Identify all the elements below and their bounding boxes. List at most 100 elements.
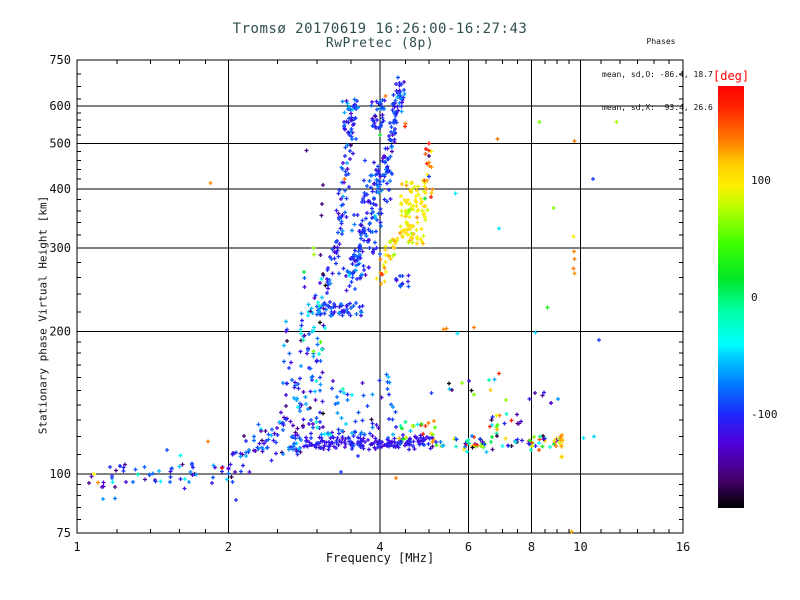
data-point xyxy=(339,302,343,306)
data-point xyxy=(297,436,302,440)
data-point xyxy=(312,296,317,300)
data-point xyxy=(340,313,345,318)
data-point xyxy=(340,232,344,236)
x-tick-label: 2 xyxy=(225,540,232,554)
data-point xyxy=(414,228,419,232)
data-point xyxy=(284,329,288,334)
data-point xyxy=(282,343,286,348)
data-point xyxy=(394,82,398,86)
data-point xyxy=(391,405,395,409)
data-point xyxy=(244,454,248,458)
data-point xyxy=(470,434,474,438)
data-point xyxy=(302,333,307,338)
data-point xyxy=(341,202,345,207)
data-point xyxy=(335,436,340,440)
data-point xyxy=(388,154,393,159)
data-point xyxy=(308,389,313,394)
data-point xyxy=(408,429,413,433)
data-point xyxy=(342,177,347,181)
data-point xyxy=(320,370,325,375)
data-point xyxy=(460,381,464,385)
data-point xyxy=(336,211,341,216)
data-point xyxy=(581,436,586,440)
data-point xyxy=(438,440,443,444)
data-point xyxy=(340,429,344,433)
data-point xyxy=(136,472,140,477)
data-point xyxy=(326,266,330,270)
data-point xyxy=(318,375,322,380)
data-point xyxy=(334,240,338,244)
data-point xyxy=(533,391,537,395)
data-point xyxy=(369,442,374,446)
data-point xyxy=(284,393,288,397)
data-point xyxy=(343,210,347,215)
data-point xyxy=(312,252,316,257)
data-point xyxy=(390,108,395,112)
data-point xyxy=(380,272,385,277)
data-point xyxy=(412,185,417,189)
data-point xyxy=(366,199,370,204)
data-point xyxy=(417,442,422,447)
data-point xyxy=(413,198,418,202)
data-point xyxy=(390,149,394,154)
data-point xyxy=(373,436,378,441)
data-point xyxy=(190,461,194,466)
data-point xyxy=(190,473,195,477)
data-point xyxy=(284,404,288,408)
data-point xyxy=(397,88,402,93)
data-point xyxy=(592,434,596,439)
data-point xyxy=(362,268,366,272)
data-point xyxy=(572,249,576,254)
data-point xyxy=(302,285,307,289)
data-point xyxy=(301,417,306,422)
data-point xyxy=(321,302,326,306)
data-point xyxy=(257,441,262,446)
data-point xyxy=(349,134,354,139)
data-point xyxy=(340,167,345,171)
data-point xyxy=(266,432,271,437)
colorbar-tick-label: 100 xyxy=(751,174,771,187)
data-point xyxy=(520,438,524,443)
data-point xyxy=(343,154,347,158)
data-point xyxy=(360,249,365,254)
data-point xyxy=(311,354,316,359)
data-point xyxy=(370,216,374,220)
data-point xyxy=(379,211,384,216)
data-point xyxy=(353,248,357,253)
data-point xyxy=(404,435,408,440)
data-point xyxy=(400,274,405,278)
data-point xyxy=(247,448,251,452)
data-point xyxy=(368,229,373,234)
data-point xyxy=(399,104,404,109)
data-point xyxy=(353,287,357,291)
data-point xyxy=(281,428,285,432)
data-point xyxy=(420,438,425,443)
data-point xyxy=(406,208,411,213)
data-point xyxy=(344,173,348,177)
data-point xyxy=(274,451,278,456)
data-point xyxy=(350,393,354,397)
data-point xyxy=(301,390,306,394)
data-point xyxy=(339,470,343,474)
data-point xyxy=(363,273,368,277)
data-point xyxy=(506,443,510,448)
data-point xyxy=(351,304,356,308)
data-point xyxy=(393,127,397,131)
data-point xyxy=(183,477,187,481)
data-point xyxy=(360,418,365,423)
data-point xyxy=(321,183,325,187)
data-point xyxy=(454,444,458,449)
data-point xyxy=(374,168,378,172)
data-point xyxy=(306,313,310,318)
colorbar-unit-label: [deg] xyxy=(713,69,750,83)
data-point xyxy=(284,381,289,386)
data-point xyxy=(414,194,418,199)
data-point xyxy=(395,95,400,99)
data-point xyxy=(340,99,345,104)
data-point xyxy=(301,338,306,342)
data-point xyxy=(429,191,434,195)
y-tick-label: 750 xyxy=(49,53,71,67)
data-point xyxy=(366,438,370,442)
data-point xyxy=(377,441,382,445)
data-point xyxy=(342,110,347,115)
